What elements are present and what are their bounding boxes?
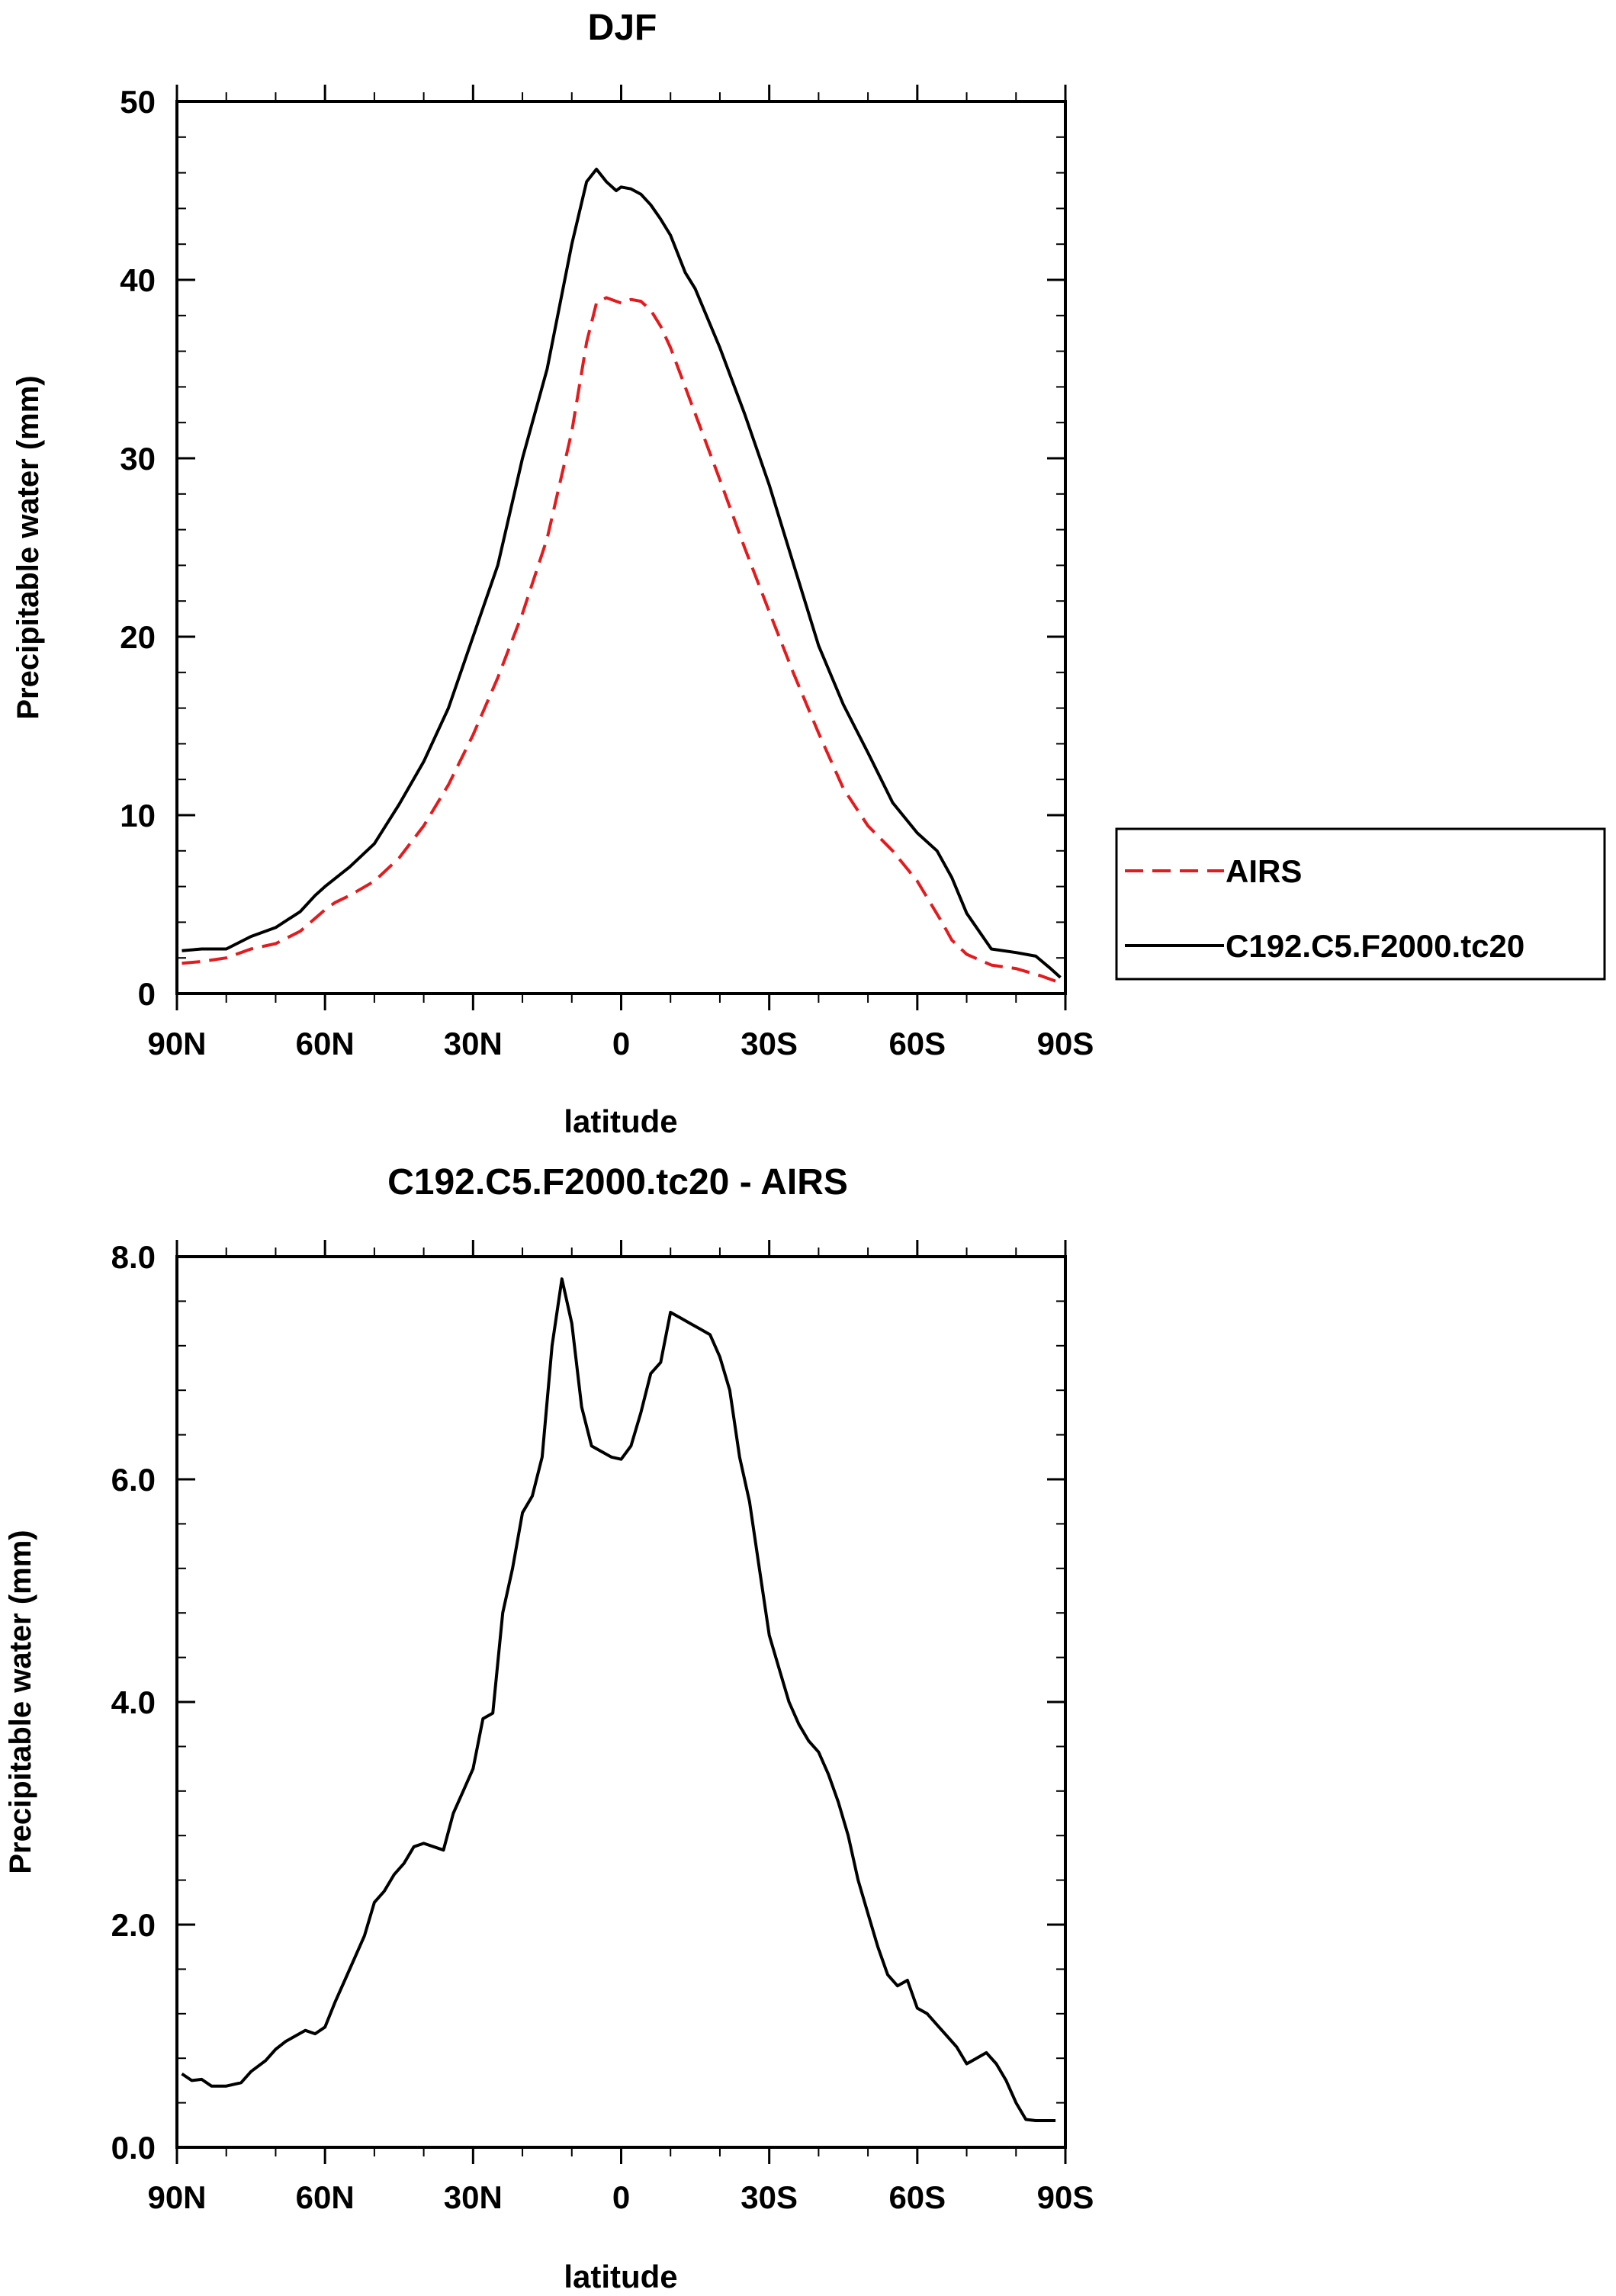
plot-frame [175,1255,1067,2149]
x-tick-label: 30S [741,2179,798,2215]
y-axis: 0.0 2.0 4.0 6.0 8.0 [111,1239,1065,2166]
y-axis-label: Precipitable water (mm) [4,1530,37,1874]
y-tick-label: 2.0 [111,1907,156,1943]
x-tick-label: 30N [444,1026,503,1061]
x-tick-label: 90N [147,1026,206,1061]
y-tick-label: 0 [138,976,156,1012]
x-tick-label: 90S [1037,1026,1094,1061]
y-tick-label: 20 [120,619,156,655]
y-tick-label: 4.0 [111,1684,156,1720]
y-axis: 0 10 20 30 40 50 [120,84,1065,1012]
x-tick-label: 30S [741,1026,798,1061]
x-tick-label: 60S [888,1026,946,1061]
bottom-panel: C192.C5.F2000.tc20 - AIRS 0.0 2.0 4.0 6.0 8.… [4,1162,1094,2294]
y-tick-label: 50 [120,84,156,120]
chart-title: DJF [588,8,657,48]
legend-label-model: C192.C5.F2000.tc20 [1226,928,1524,964]
y-axis-label: Precipitable water (mm) [11,375,45,719]
legend-box [1115,827,1606,981]
x-tick-label: 90S [1037,2179,1094,2215]
x-axis: 90N 60N 30N 0 30S 60S 90S [147,85,1094,1061]
top-panel: DJF 0 10 20 30 40 50 90N 60N 30N 0 30S 60S 90S lati… [11,8,1094,1139]
x-tick-label: 60S [888,2179,946,2215]
series-line-airs [182,296,1062,984]
x-axis: 90N 60N 30N 0 30S 60S 90S [147,1240,1094,2215]
plot-lines [182,167,1062,984]
plot-frame [175,100,1067,995]
y-tick-label: 8.0 [111,1239,156,1275]
x-tick-label: 0 [612,2179,630,2215]
x-axis-label: latitude [564,1103,677,1139]
x-tick-label: 60N [296,2179,355,2215]
series-line-c192-c5-f2000-tc20 [182,167,1062,979]
y-tick-label: 0.0 [111,2130,156,2166]
legend-label-airs: AIRS [1226,853,1302,889]
series-line-c192-c5-f2000-tc20-airs [181,1277,1056,2122]
y-tick-label: 40 [120,262,156,298]
legend: AIRS C192.C5.F2000.tc20 [1115,827,1606,981]
chart-title: C192.C5.F2000.tc20 - AIRS [387,1162,848,1203]
x-tick-label: 60N [296,1026,355,1061]
y-tick-label: 10 [120,798,156,833]
x-tick-label: 0 [612,1026,630,1061]
x-tick-label: 90N [147,2179,206,2215]
x-tick-label: 30N [444,2179,503,2215]
y-tick-label: 30 [120,441,156,477]
x-axis-label: latitude [564,2259,677,2294]
y-tick-label: 6.0 [111,1462,156,1498]
plot-lines [181,1277,1056,2122]
